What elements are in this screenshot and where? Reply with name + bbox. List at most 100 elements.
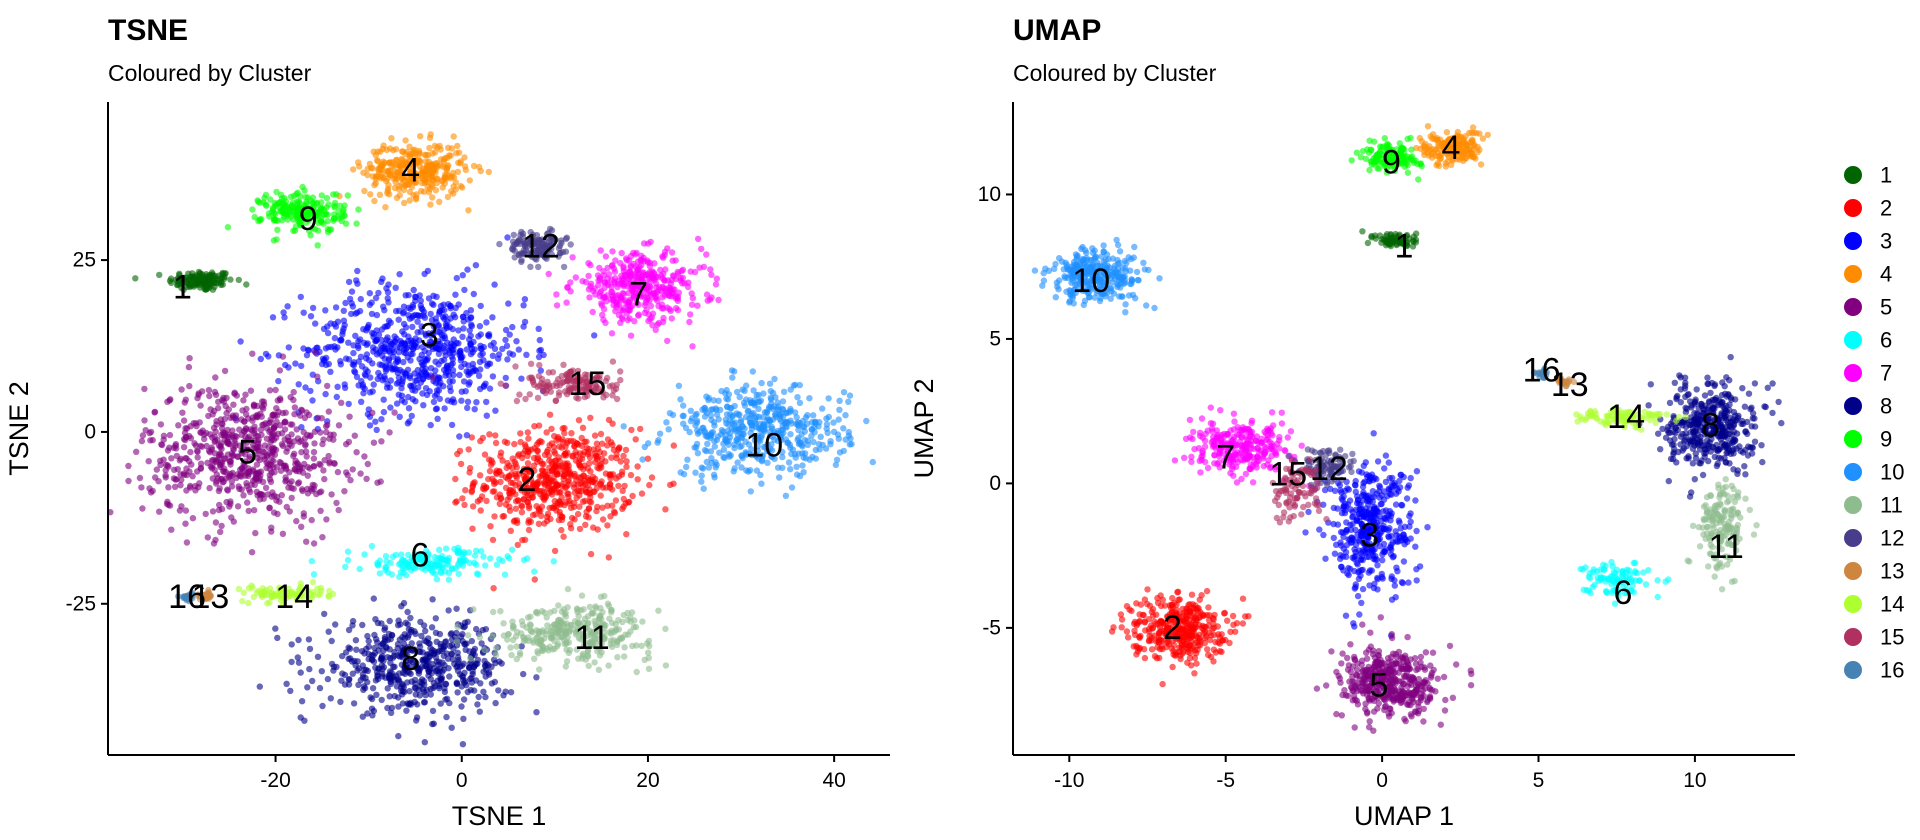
cluster-10-point <box>723 411 731 418</box>
cluster-3-point <box>295 381 302 388</box>
cluster-5-point <box>236 426 243 433</box>
cluster-3-point <box>400 303 408 310</box>
cluster-3-point <box>418 351 425 359</box>
cluster-8-point <box>372 616 379 623</box>
cluster-5-point <box>370 439 378 446</box>
cluster-3-point <box>537 346 545 354</box>
cluster-7-point <box>684 283 692 291</box>
cluster-3-point <box>449 356 456 363</box>
cluster-7-point <box>668 315 675 322</box>
cluster-3-point <box>459 272 466 279</box>
cluster-5-point <box>266 504 273 512</box>
cluster-3-point <box>489 373 497 380</box>
cluster-12-point <box>559 248 567 256</box>
cluster-8-point <box>427 675 434 683</box>
cluster-3-point <box>463 432 471 439</box>
cluster-8-point <box>507 689 515 696</box>
cluster-10-point <box>712 405 719 412</box>
cluster-5-point <box>186 458 193 465</box>
cluster-3-point <box>393 400 401 407</box>
cluster-3-point <box>334 383 341 390</box>
cluster-2-point <box>550 473 558 480</box>
cluster-3-point <box>353 277 360 284</box>
cluster-10-point <box>840 389 848 396</box>
cluster-5-point <box>242 391 249 398</box>
cluster-11-point <box>589 609 596 616</box>
cluster-9-point <box>333 191 340 198</box>
cluster-5-point <box>274 510 281 518</box>
cluster-8-point <box>406 688 413 695</box>
cluster-2-point <box>452 475 459 483</box>
cluster-10-point <box>738 452 745 459</box>
cluster-10-point <box>720 446 728 453</box>
cluster-10-point <box>806 456 813 463</box>
cluster-2-point <box>586 460 593 467</box>
cluster-12-point <box>560 263 568 271</box>
cluster-2-point <box>537 512 545 519</box>
cluster-10-point <box>787 466 794 473</box>
cluster-9-point <box>260 199 267 206</box>
cluster-3-point <box>480 383 487 390</box>
cluster-8-point <box>428 624 436 631</box>
cluster-4-point <box>377 148 384 155</box>
cluster-7-point <box>664 245 671 252</box>
cluster-3-point <box>237 338 244 345</box>
cluster-5-point <box>259 448 266 455</box>
cluster-8-point <box>368 705 376 712</box>
cluster-3-point <box>331 334 339 342</box>
cluster-4-point <box>370 148 377 155</box>
cluster-7-point <box>611 280 618 287</box>
cluster-11-point <box>516 651 524 659</box>
cluster-2-point <box>524 452 531 460</box>
cluster-2-point <box>590 488 597 496</box>
cluster-3-point <box>408 412 415 420</box>
cluster-3-point <box>505 300 512 307</box>
cluster-3-point <box>309 397 316 404</box>
cluster-5-point <box>279 353 287 360</box>
cluster-8-point <box>305 636 313 643</box>
cluster-5-point <box>160 432 168 439</box>
cluster-8-point <box>380 647 387 654</box>
cluster-5-point <box>341 488 348 495</box>
cluster-3-point <box>411 387 419 394</box>
cluster-5-point <box>157 457 164 464</box>
cluster-7-point <box>632 251 639 258</box>
cluster-3-point <box>349 303 357 310</box>
cluster-3-point <box>432 406 440 413</box>
cluster-3-point <box>304 346 312 353</box>
cluster-8-point <box>422 692 429 699</box>
cluster-10-point <box>815 441 823 448</box>
cluster-8-point <box>306 665 313 673</box>
cluster-3-point <box>373 426 380 434</box>
cluster-5-point <box>351 432 358 439</box>
cluster-3-point <box>285 364 292 371</box>
cluster-3-point <box>334 344 341 351</box>
umap-panel: UMAP Coloured by Cluster 123456789101112… <box>909 14 1795 831</box>
cluster-5-point <box>145 458 152 465</box>
cluster-3-point <box>387 349 394 356</box>
cluster-7-point <box>589 287 597 295</box>
cluster-3-point <box>458 388 465 395</box>
cluster-5-point <box>263 453 271 460</box>
cluster-3-point <box>450 342 458 349</box>
cluster-6-point <box>466 559 473 567</box>
cluster-5-point <box>204 534 211 541</box>
cluster-11-point <box>527 613 534 620</box>
cluster-1-point <box>1379 236 1386 243</box>
cluster-7-point <box>651 260 658 267</box>
cluster-3-point <box>324 329 332 337</box>
cluster-8-point <box>287 687 294 695</box>
cluster-4-point <box>428 173 436 180</box>
cluster-8-point <box>386 693 393 700</box>
cluster-3-point <box>427 310 434 318</box>
cluster-5-point <box>171 483 179 490</box>
cluster-3-point <box>356 307 364 315</box>
cluster-8-point <box>428 649 435 657</box>
cluster-10-point <box>836 449 844 456</box>
cluster-5-point <box>165 463 172 470</box>
cluster-11-point <box>564 604 571 611</box>
cluster-2-point <box>525 519 532 526</box>
cluster-7-point <box>647 238 654 246</box>
cluster-2-point <box>594 454 601 461</box>
